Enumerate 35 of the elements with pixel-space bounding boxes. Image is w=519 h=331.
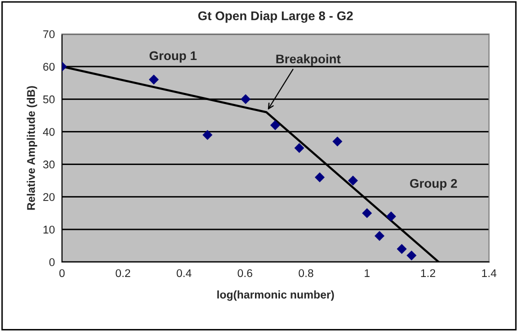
x-tick-label: 1.2 — [421, 269, 436, 277]
y-tick-label: 0 — [49, 258, 55, 266]
y-axis-title: Relative Amplitude (dB) — [26, 86, 38, 210]
point — [362, 208, 372, 218]
x-tick-label: 1.4 — [482, 269, 496, 277]
point — [348, 176, 358, 186]
point — [374, 231, 384, 241]
y-tick-label: 50 — [43, 95, 55, 104]
point — [314, 172, 325, 182]
y-tick-label: 70 — [43, 30, 55, 38]
x-tick-label: 0.2 — [116, 269, 130, 278]
chart-title: Gt Open Diap Large 8 - G2 — [198, 11, 353, 23]
y-tick-label: 60 — [43, 62, 55, 71]
point — [396, 244, 407, 254]
x-tick-label: 0.6 — [238, 269, 252, 278]
point — [148, 74, 159, 84]
x-axis-title: log(harmonic number) — [217, 290, 334, 301]
point — [294, 143, 304, 153]
y-tick-label: 10 — [44, 226, 55, 234]
point — [202, 130, 212, 140]
point — [386, 212, 396, 222]
point — [270, 120, 280, 130]
x-tick-label: 1 — [364, 269, 370, 277]
point — [332, 136, 342, 146]
point — [240, 94, 250, 104]
x-tick-label: 0.4 — [176, 269, 192, 278]
annotation: Breakpoint — [276, 54, 341, 66]
y-tick-label: 40 — [42, 128, 55, 136]
x-tick-label: 0.8 — [298, 269, 314, 278]
x-tick-label: 0 — [59, 269, 65, 278]
annotation: Group 2 — [410, 178, 457, 190]
y-tick-label: 30 — [43, 160, 55, 168]
annotation: Group 1 — [150, 51, 197, 63]
y-tick-label: 20 — [43, 193, 55, 201]
point — [406, 250, 416, 260]
